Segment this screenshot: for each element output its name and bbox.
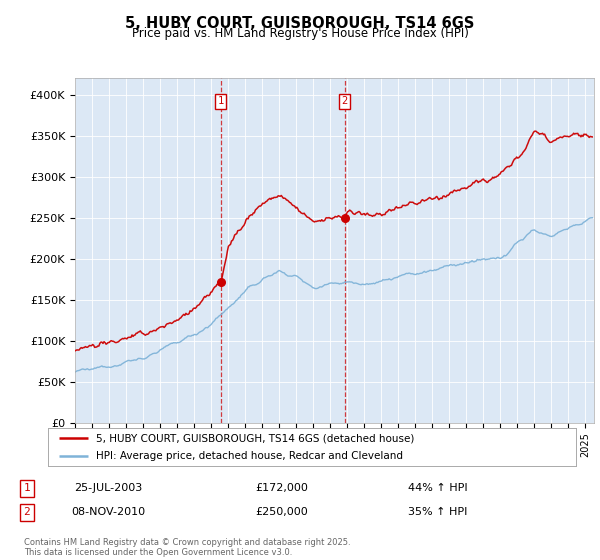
Text: 5, HUBY COURT, GUISBOROUGH, TS14 6GS: 5, HUBY COURT, GUISBOROUGH, TS14 6GS xyxy=(125,16,475,31)
Text: 1: 1 xyxy=(218,96,224,106)
Text: 5, HUBY COURT, GUISBOROUGH, TS14 6GS (detached house): 5, HUBY COURT, GUISBOROUGH, TS14 6GS (de… xyxy=(95,433,414,443)
Text: 25-JUL-2003: 25-JUL-2003 xyxy=(74,483,142,493)
Text: HPI: Average price, detached house, Redcar and Cleveland: HPI: Average price, detached house, Redc… xyxy=(95,451,403,461)
Text: Price paid vs. HM Land Registry's House Price Index (HPI): Price paid vs. HM Land Registry's House … xyxy=(131,27,469,40)
Text: 08-NOV-2010: 08-NOV-2010 xyxy=(71,507,145,517)
Text: 35% ↑ HPI: 35% ↑ HPI xyxy=(409,507,467,517)
Text: Contains HM Land Registry data © Crown copyright and database right 2025.
This d: Contains HM Land Registry data © Crown c… xyxy=(24,538,350,557)
Text: 2: 2 xyxy=(341,96,348,106)
Text: £172,000: £172,000 xyxy=(256,483,308,493)
Text: 2: 2 xyxy=(23,507,31,517)
Text: £250,000: £250,000 xyxy=(256,507,308,517)
Text: 1: 1 xyxy=(23,483,31,493)
Text: 44% ↑ HPI: 44% ↑ HPI xyxy=(408,483,468,493)
